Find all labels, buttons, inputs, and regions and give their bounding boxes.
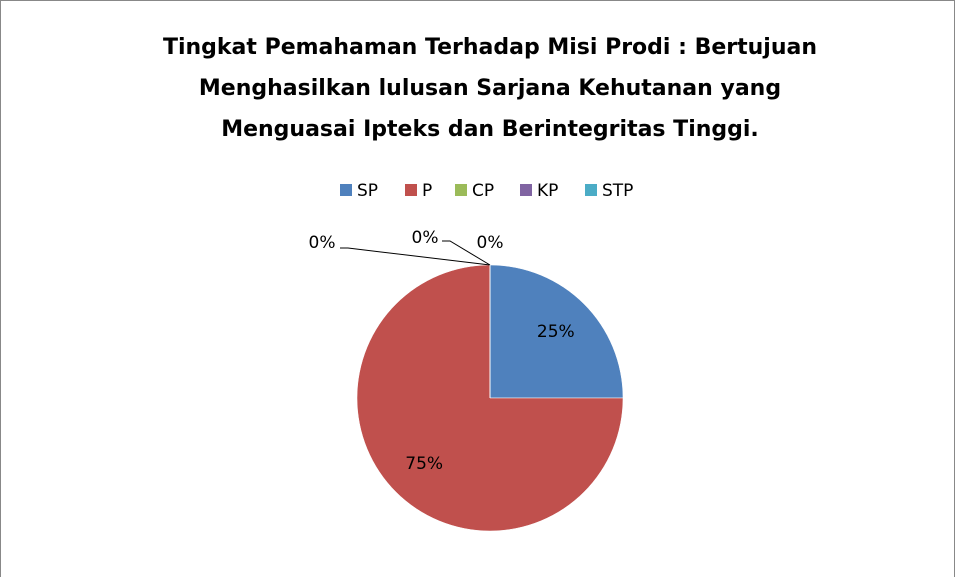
data-label: 0%: [412, 228, 439, 248]
chart-title: Menguasai Ipteks dan Berintegritas Tingg…: [221, 117, 759, 142]
legend-label: KP: [537, 181, 558, 201]
chart-title: Menghasilkan lulusan Sarjana Kehutanan y…: [199, 76, 781, 101]
legend-swatch: [585, 184, 597, 196]
legend-label: CP: [472, 181, 494, 201]
leader-line: [340, 247, 491, 266]
leader-line: [442, 240, 491, 266]
data-label: 75%: [405, 454, 443, 474]
legend-swatch: [455, 184, 467, 196]
data-label: 0%: [309, 233, 336, 253]
legend-swatch: [340, 184, 352, 196]
data-label: 25%: [537, 322, 575, 342]
legend-swatch: [520, 184, 532, 196]
legend-swatch: [405, 184, 417, 196]
chart-title: Tingkat Pemahaman Terhadap Misi Prodi : …: [163, 35, 817, 60]
data-label: 0%: [477, 233, 504, 253]
legend-label: SP: [357, 181, 378, 201]
legend-label: P: [422, 181, 432, 201]
pie-slice: [489, 264, 624, 399]
legend-label: STP: [602, 181, 633, 201]
